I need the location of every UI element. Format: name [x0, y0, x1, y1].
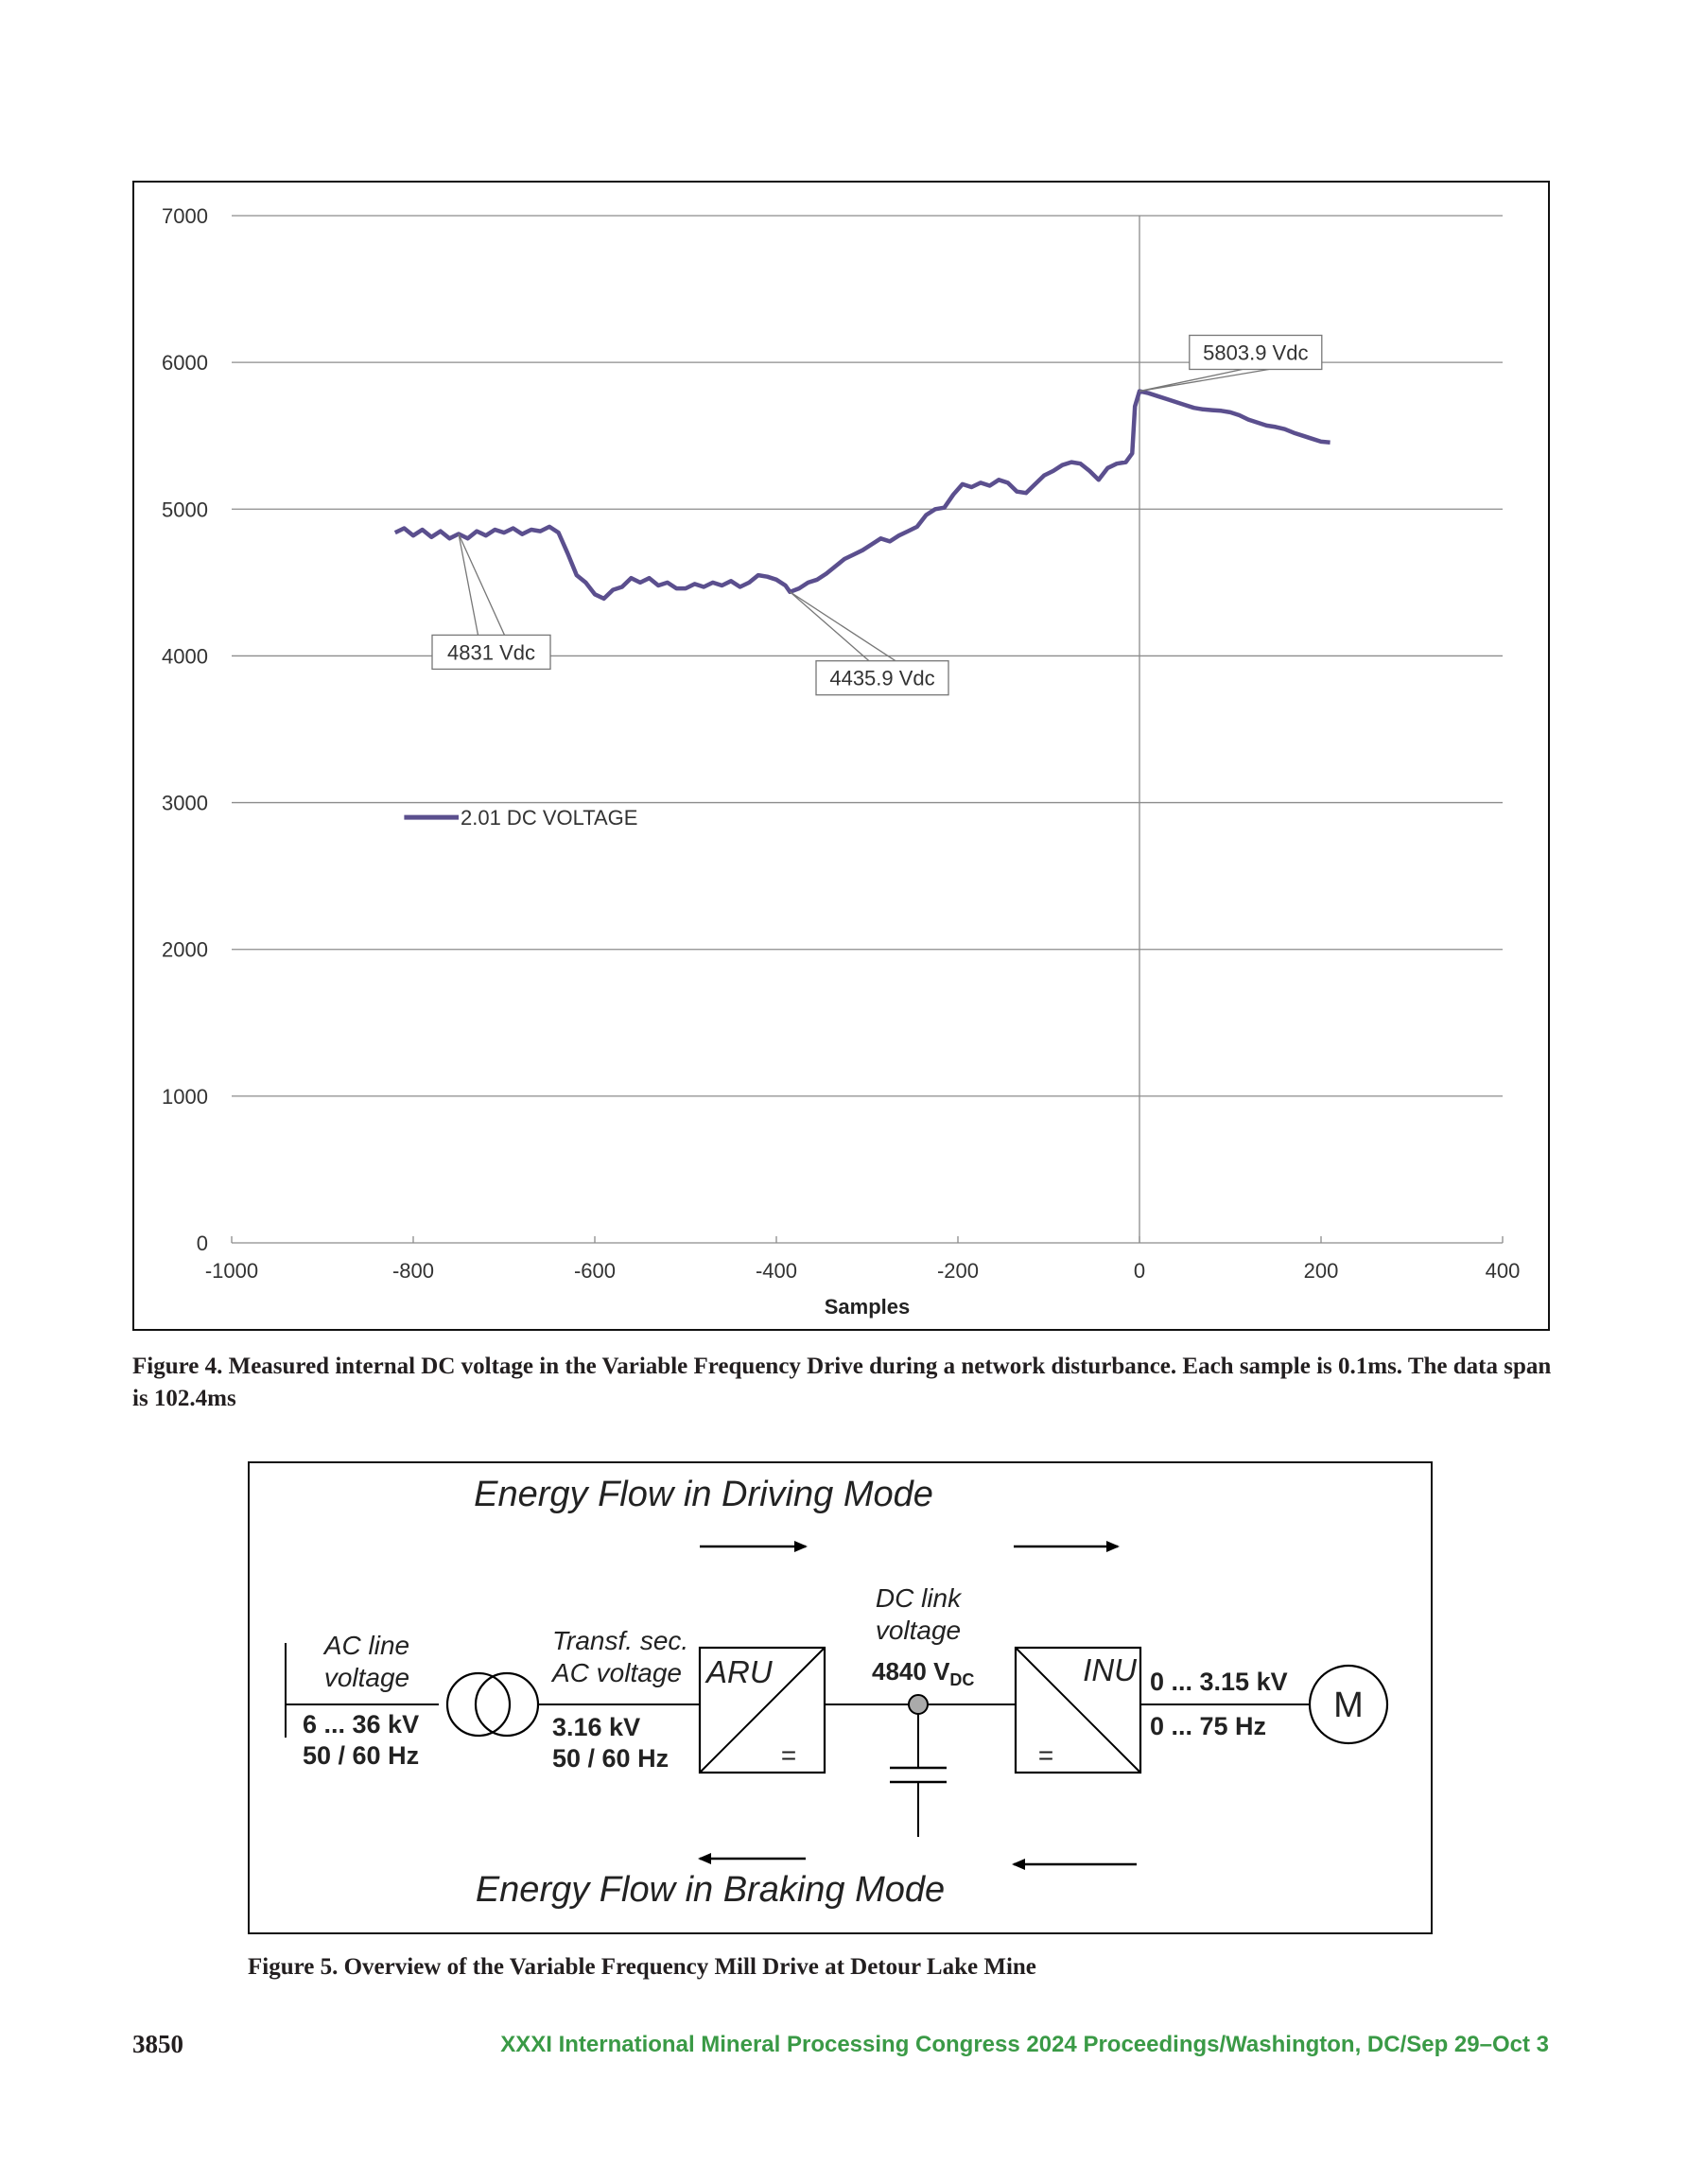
output-value-1: 0 ... 3.15 kV [1150, 1668, 1288, 1696]
transf-label-1: Transf. sec. [552, 1626, 688, 1655]
dc-link-value-main: 4840 V [872, 1657, 950, 1686]
dc-link-subscript: DC [949, 1670, 974, 1689]
driving-mode-label: Energy Flow in Driving Mode [474, 1475, 933, 1514]
inu-dc-symbol: = [1038, 1740, 1053, 1770]
annotation-leader [458, 533, 506, 636]
figure-4-caption: Figure 4. Measured internal DC voltage i… [132, 1354, 1552, 1411]
page-number: 3850 [132, 2030, 183, 2058]
y-tick-label: 2000 [162, 938, 208, 962]
annotation-leader [1139, 368, 1269, 393]
annotation-box [431, 634, 551, 671]
ac-line-value-1: 6 ... 36 kV [303, 1710, 419, 1738]
transformer-secondary-coil [474, 1671, 540, 1738]
x-tick-label: -800 [392, 1259, 434, 1283]
y-tick-label: 0 [197, 1232, 208, 1255]
aru-label: ARU [704, 1654, 773, 1689]
dc-link-label-1: DC link [876, 1583, 963, 1613]
x-tick-label: -1000 [205, 1259, 258, 1283]
x-tick-label: 400 [1486, 1259, 1521, 1283]
annotation-label: 4831 Vdc [447, 640, 535, 664]
y-tick-label: 3000 [162, 792, 208, 815]
motor-symbol [1308, 1664, 1389, 1745]
figure-4-chart: 0 1000 2000 3000 4000 5000 6000 7000 -1000 -800 -6… [132, 181, 1550, 1331]
y-tick-label: 7000 [162, 204, 208, 228]
y-tick-label: 1000 [162, 1085, 208, 1109]
transf-value-1: 3.16 kV [552, 1713, 640, 1741]
series-line-dc-voltage [393, 389, 1330, 602]
braking-mode-label: Energy Flow in Braking Mode [476, 1870, 945, 1910]
motor-label: M [1333, 1686, 1364, 1725]
mill-drive-diagram-svg: Energy Flow in Driving Mode Energy Flow … [285, 1475, 1389, 1910]
running-footer-title: XXXI International Mineral Processing Co… [500, 2032, 1549, 2057]
dc-link-node [908, 1694, 929, 1715]
transf-label-2: AC voltage [550, 1658, 682, 1687]
aru-dc-symbol: = [781, 1740, 796, 1770]
y-tick-label: 6000 [162, 351, 208, 375]
legend-label: 2.01 DC VOLTAGE [461, 806, 637, 830]
ac-line-label-2: voltage [324, 1663, 409, 1692]
annotation-label: 4435.9 Vdc [829, 667, 934, 690]
x-tick-label: 200 [1304, 1259, 1339, 1283]
transformer-primary-coil [445, 1671, 512, 1738]
output-value-2: 0 ... 75 Hz [1150, 1712, 1266, 1740]
x-tick-label: 0 [1134, 1259, 1145, 1283]
x-axis-title: Samples [825, 1295, 911, 1319]
x-tick-label: -600 [574, 1259, 616, 1283]
ac-line-value-2: 50 / 60 Hz [303, 1741, 419, 1770]
figure-5-diagram: Energy Flow in Driving Mode Energy Flow … [248, 1461, 1433, 1934]
ac-line-label-1: AC line [322, 1631, 409, 1660]
inu-diagonal [1015, 1647, 1141, 1773]
annotation-leader [789, 591, 896, 662]
x-tick-label: -200 [937, 1259, 979, 1283]
inu-label: INU [1083, 1652, 1137, 1687]
annotation-box [815, 660, 949, 696]
aru-diagonal [699, 1647, 826, 1773]
dc-link-label-2: voltage [876, 1616, 961, 1645]
y-tick-label: 4000 [162, 644, 208, 668]
dc-link-value: 4840 VDC [872, 1657, 974, 1689]
annotation-box [1189, 334, 1323, 371]
y-tick-label: 5000 [162, 498, 208, 521]
transf-value-2: 50 / 60 Hz [552, 1744, 669, 1773]
figure-5-caption: Figure 5. Overview of the Variable Frequ… [248, 1954, 1036, 1980]
annotation-label: 5803.9 Vdc [1203, 341, 1308, 364]
x-tick-label: -400 [756, 1259, 797, 1283]
